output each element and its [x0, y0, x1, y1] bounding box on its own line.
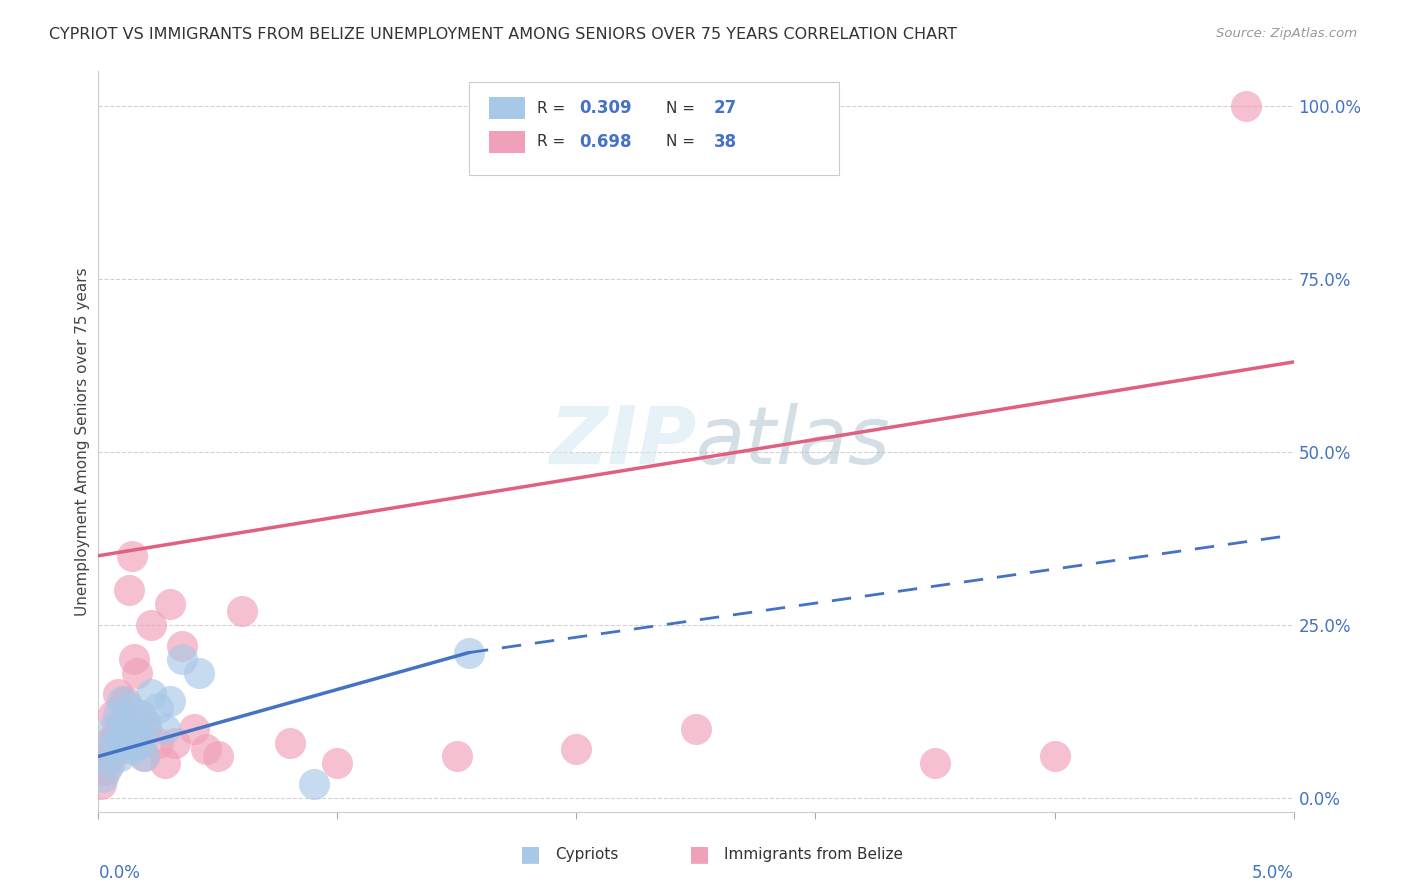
Point	[121, 549, 143, 563]
Point	[183, 722, 205, 736]
Point	[118, 583, 141, 598]
Point	[98, 756, 122, 771]
Point	[125, 729, 148, 743]
Point	[148, 701, 170, 715]
Text: 0.309: 0.309	[579, 99, 631, 118]
Text: 5.0%: 5.0%	[1251, 863, 1294, 881]
Text: CYPRIOT VS IMMIGRANTS FROM BELIZE UNEMPLOYMENT AMONG SENIORS OVER 75 YEARS CORRE: CYPRIOT VS IMMIGRANTS FROM BELIZE UNEMPL…	[49, 27, 957, 42]
Point	[101, 722, 124, 736]
Point	[148, 735, 170, 749]
Text: ZIP: ZIP	[548, 402, 696, 481]
Text: R =: R =	[537, 101, 571, 116]
FancyBboxPatch shape	[470, 82, 839, 175]
Text: 0.0%: 0.0%	[98, 863, 141, 881]
Point	[124, 652, 146, 666]
Point	[155, 722, 177, 736]
Point	[207, 749, 229, 764]
Point	[135, 714, 157, 729]
Text: 27: 27	[714, 99, 737, 118]
Point	[172, 639, 194, 653]
Point	[685, 722, 707, 736]
Point	[1234, 99, 1257, 113]
Point	[111, 729, 134, 743]
Point	[115, 722, 138, 736]
Point	[1043, 749, 1066, 764]
Point	[139, 687, 162, 701]
Point	[128, 707, 150, 722]
Point	[108, 749, 131, 764]
Point	[104, 735, 127, 749]
Text: N =: N =	[666, 134, 700, 149]
Point	[446, 749, 468, 764]
Point	[114, 714, 136, 729]
Point	[98, 749, 122, 764]
Point	[131, 707, 153, 722]
Point	[565, 742, 588, 756]
Point	[91, 756, 114, 771]
Point	[139, 618, 162, 632]
Point	[114, 694, 136, 708]
Text: 38: 38	[714, 133, 737, 151]
Point	[135, 722, 157, 736]
Point	[121, 742, 143, 756]
Point	[111, 694, 134, 708]
Point	[91, 770, 114, 784]
Point	[128, 735, 150, 749]
Point	[118, 701, 141, 715]
Point	[172, 652, 194, 666]
FancyBboxPatch shape	[489, 130, 524, 153]
Point	[302, 777, 325, 791]
Point	[111, 714, 134, 729]
Point	[94, 763, 117, 777]
Text: ■: ■	[520, 845, 541, 864]
Text: ■: ■	[689, 845, 710, 864]
Text: R =: R =	[537, 134, 571, 149]
Text: atlas: atlas	[696, 402, 891, 481]
Point	[187, 666, 209, 681]
Point	[159, 694, 181, 708]
Point	[159, 597, 181, 611]
Point	[155, 756, 177, 771]
Point	[132, 749, 155, 764]
Text: 0.698: 0.698	[579, 133, 631, 151]
Point	[115, 735, 138, 749]
Point	[97, 742, 120, 756]
Point	[195, 742, 218, 756]
Point	[108, 742, 131, 756]
Point	[104, 729, 127, 743]
Text: N =: N =	[666, 101, 700, 116]
Point	[97, 735, 120, 749]
Text: Source: ZipAtlas.com: Source: ZipAtlas.com	[1216, 27, 1357, 40]
Point	[924, 756, 946, 771]
FancyBboxPatch shape	[489, 97, 524, 120]
Point	[90, 777, 112, 791]
Y-axis label: Unemployment Among Seniors over 75 years: Unemployment Among Seniors over 75 years	[75, 268, 90, 615]
Point	[107, 687, 129, 701]
Point	[124, 722, 146, 736]
Point	[101, 707, 124, 722]
Point	[131, 735, 153, 749]
Point	[278, 735, 301, 749]
Point	[107, 707, 129, 722]
Point	[132, 749, 155, 764]
Point	[326, 756, 349, 771]
Point	[231, 604, 253, 618]
Text: Immigrants from Belize: Immigrants from Belize	[724, 847, 903, 862]
Point	[458, 646, 481, 660]
Point	[125, 666, 148, 681]
Text: Cypriots: Cypriots	[555, 847, 619, 862]
Point	[163, 735, 186, 749]
